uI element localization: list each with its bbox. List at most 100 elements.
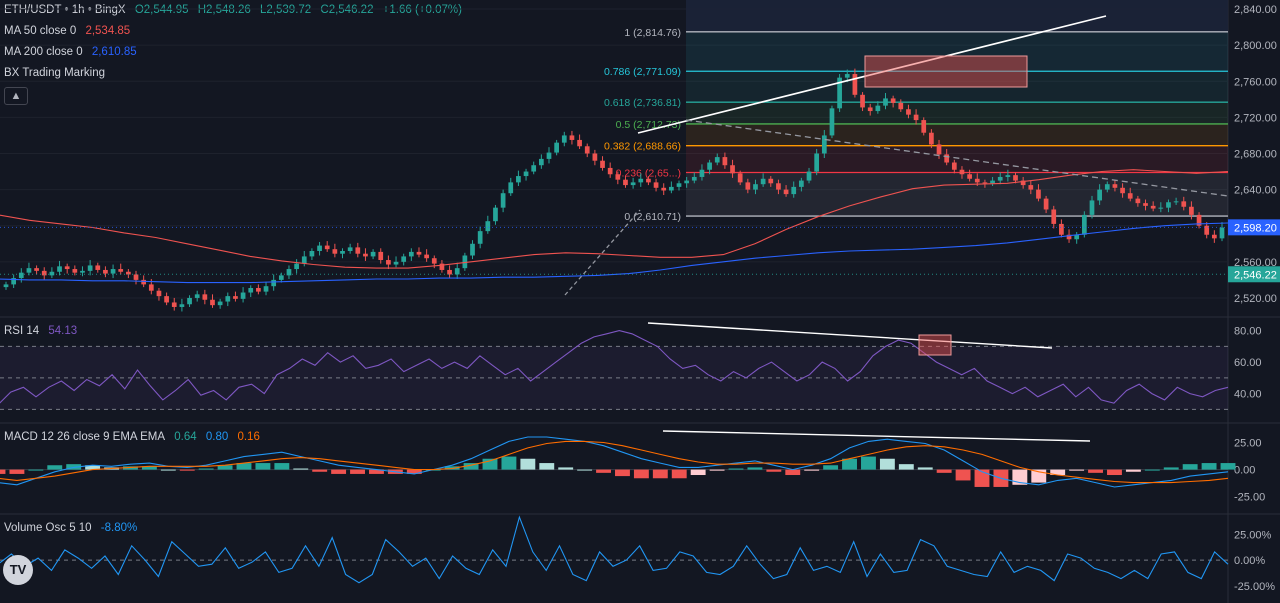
rsi-highlight-box [918,334,952,356]
candle-body-129 [990,180,995,184]
macd-hist-bar-13 [236,463,252,470]
ma200-legend[interactable]: MA 200 close 0 2,610.85 [4,46,143,58]
indicator-legend[interactable]: BX Trading Marking [4,67,111,79]
indicator-label: BX Trading Marking [4,67,105,79]
macd-hist-bar-57 [1069,469,1085,471]
vosc-tick-label-2: -25.00% [1234,581,1275,593]
candle-body-81 [623,179,628,186]
candle-body-94 [722,157,728,166]
macd-hist-bar-41 [766,469,782,472]
ma50-legend[interactable]: MA 50 close 0 2,534.85 [4,25,136,37]
macd-hist-bar-27 [501,456,517,470]
collapse-legend-button[interactable]: ▲ [4,87,28,105]
vosc-label: Volume Osc 5 10 [4,522,92,534]
candle-body-73 [561,135,567,143]
dashed-trendline [685,119,1229,197]
macd-hist-bar-25 [463,463,479,470]
signal-line [0,440,1229,484]
macd-hist-bar-17 [312,469,328,472]
signal-value: 0.16 [237,431,260,443]
macd-hist-bar-39 [728,468,744,470]
macd-hist-bar-47 [879,458,895,470]
candle-body-60 [462,255,468,269]
chevron-up-icon: ▲ [10,90,22,102]
fib-label-4: 0.382 (2,688.66) [604,141,681,153]
candle-body-131 [1005,175,1011,177]
candle-body-83 [638,178,644,183]
candle-body-103 [791,186,797,195]
macd-hist-bar-0 [0,469,6,474]
candle-body-7 [57,266,62,272]
candle-body-48 [370,251,376,257]
price-tick-label-8: 2,520.00 [1234,293,1277,305]
candle-body-25 [194,294,200,298]
logo-text: TV [9,562,27,577]
candle-body-79 [607,167,613,175]
candle-body-148 [1135,198,1141,204]
macd-hist-bar-16 [293,468,309,470]
candle-body-46 [355,247,361,254]
candle-body-155 [1189,206,1194,215]
macd-hist-bar-10 [179,469,195,471]
candle-body-106 [814,153,820,172]
candle-body-65 [500,193,506,208]
candle-body-90 [691,176,697,181]
tradingview-logo[interactable]: TV [3,555,33,585]
candle-body-5 [41,270,47,276]
macd-hist-bar-54 [1012,469,1028,485]
candle-body-37 [286,269,292,276]
dashed-leg-line [564,209,641,296]
price-tag-label-1: 2,546.22 [1234,269,1277,281]
candle-body-115 [883,98,888,106]
candle-body-24 [187,297,192,305]
candle-body-98 [753,184,758,190]
candle-body-88 [676,183,682,187]
macd-hist-bar-51 [955,469,971,481]
rsi-legend[interactable]: RSI 14 54.13 [4,325,83,337]
symbol-label[interactable]: ETH/USDT • 1h • BingX [4,4,126,16]
candle-body-71 [546,152,552,159]
candle-body-96 [737,173,743,183]
candle-body-1 [11,278,17,285]
macd-hist-bar-9 [160,469,176,471]
candle-body-3 [26,268,32,273]
candle-body-127 [974,178,980,183]
candle-body-89 [684,180,690,184]
low-value: L2,539.72 [260,4,312,16]
macd-hist-bar-28 [520,458,536,470]
price-tick-label-0: 2,840.00 [1234,4,1277,16]
candle-body-27 [210,299,215,306]
macd-hist-bar-56 [1050,469,1066,476]
macd-hist-bar-36 [671,469,687,479]
fib-zone-0 [686,31,1228,72]
candle-body-150 [1150,205,1156,209]
candle-body-85 [653,182,659,188]
vosc-legend[interactable]: Volume Osc 5 10 -8.80% [4,522,143,534]
macd-hist-bar-38 [709,469,725,471]
candle-body-77 [592,153,598,161]
candle-body-2 [18,272,24,279]
candle-body-113 [867,107,873,112]
candle-body-62 [477,231,483,244]
candle-body-59 [454,268,460,275]
candle-body-69 [531,165,537,172]
candle-body-12 [95,265,101,270]
macd-hist-bar-26 [482,458,498,470]
candle-body-99 [760,178,766,185]
macd-hist-bar-63 [1182,464,1198,470]
macd-hist-bar-8 [141,466,157,470]
macd-tick-label-2: -25.00 [1234,492,1265,504]
candle-body-38 [294,263,299,270]
candle-body-158 [1211,234,1217,239]
candle-body-31 [240,292,246,299]
candle-body-124 [951,162,957,170]
candle-body-10 [80,270,85,273]
candle-body-117 [898,102,904,110]
candle-body-109 [837,77,842,109]
candle-body-33 [256,288,261,292]
candle-body-156 [1196,214,1202,226]
macd-legend[interactable]: MACD 12 26 close 9 EMA EMA 0.64 0.80 0.1… [4,431,266,443]
macd-hist-bar-52 [974,469,990,487]
candle-body-144 [1104,184,1110,190]
